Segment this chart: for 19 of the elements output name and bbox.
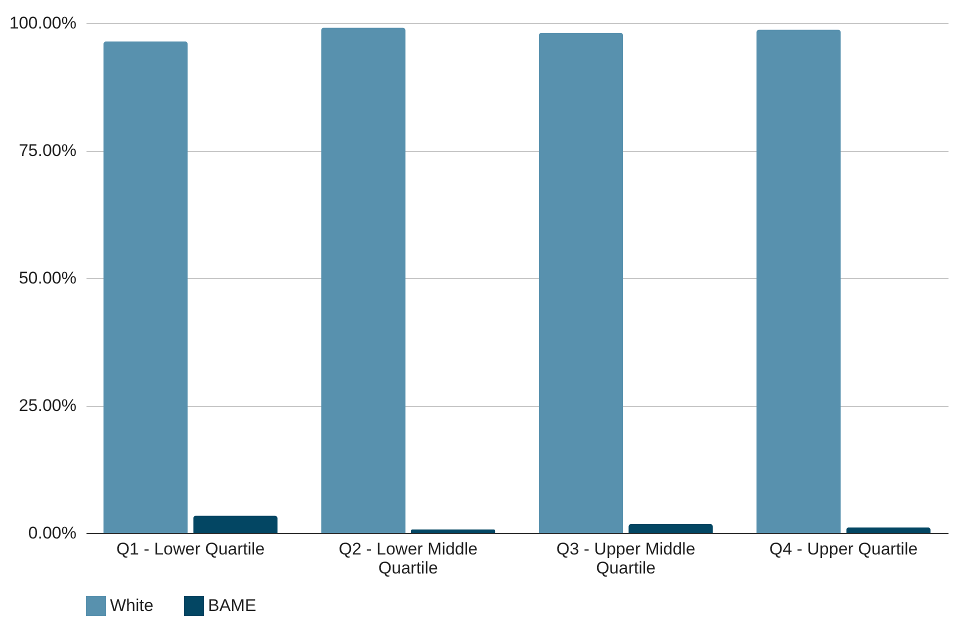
y-tick-label: 25.00% bbox=[18, 396, 76, 415]
y-tick-label: 0.00% bbox=[28, 524, 76, 542]
bar bbox=[756, 30, 841, 533]
bar bbox=[193, 516, 278, 533]
bar bbox=[628, 524, 713, 533]
x-tick-label: Q3 - Upper Middle Quartile bbox=[556, 540, 696, 578]
y-tick-label: 50.00% bbox=[18, 268, 76, 288]
y-tick-label: 100.00% bbox=[9, 14, 76, 32]
x-tick-label: Q2 - Lower Middle Quartile bbox=[338, 540, 478, 578]
x-tick-label: Q1 - Lower Quartile bbox=[116, 540, 265, 558]
bar bbox=[410, 529, 496, 533]
y-tick-label: 75.00% bbox=[18, 141, 76, 160]
legend-label: BAME bbox=[208, 596, 256, 615]
bar bbox=[321, 28, 406, 533]
x-tick-label: Q4 - Upper Quartile bbox=[769, 540, 918, 558]
bar bbox=[103, 41, 188, 533]
legend-label: White bbox=[110, 596, 154, 615]
bar bbox=[538, 32, 624, 533]
bar bbox=[846, 527, 931, 533]
